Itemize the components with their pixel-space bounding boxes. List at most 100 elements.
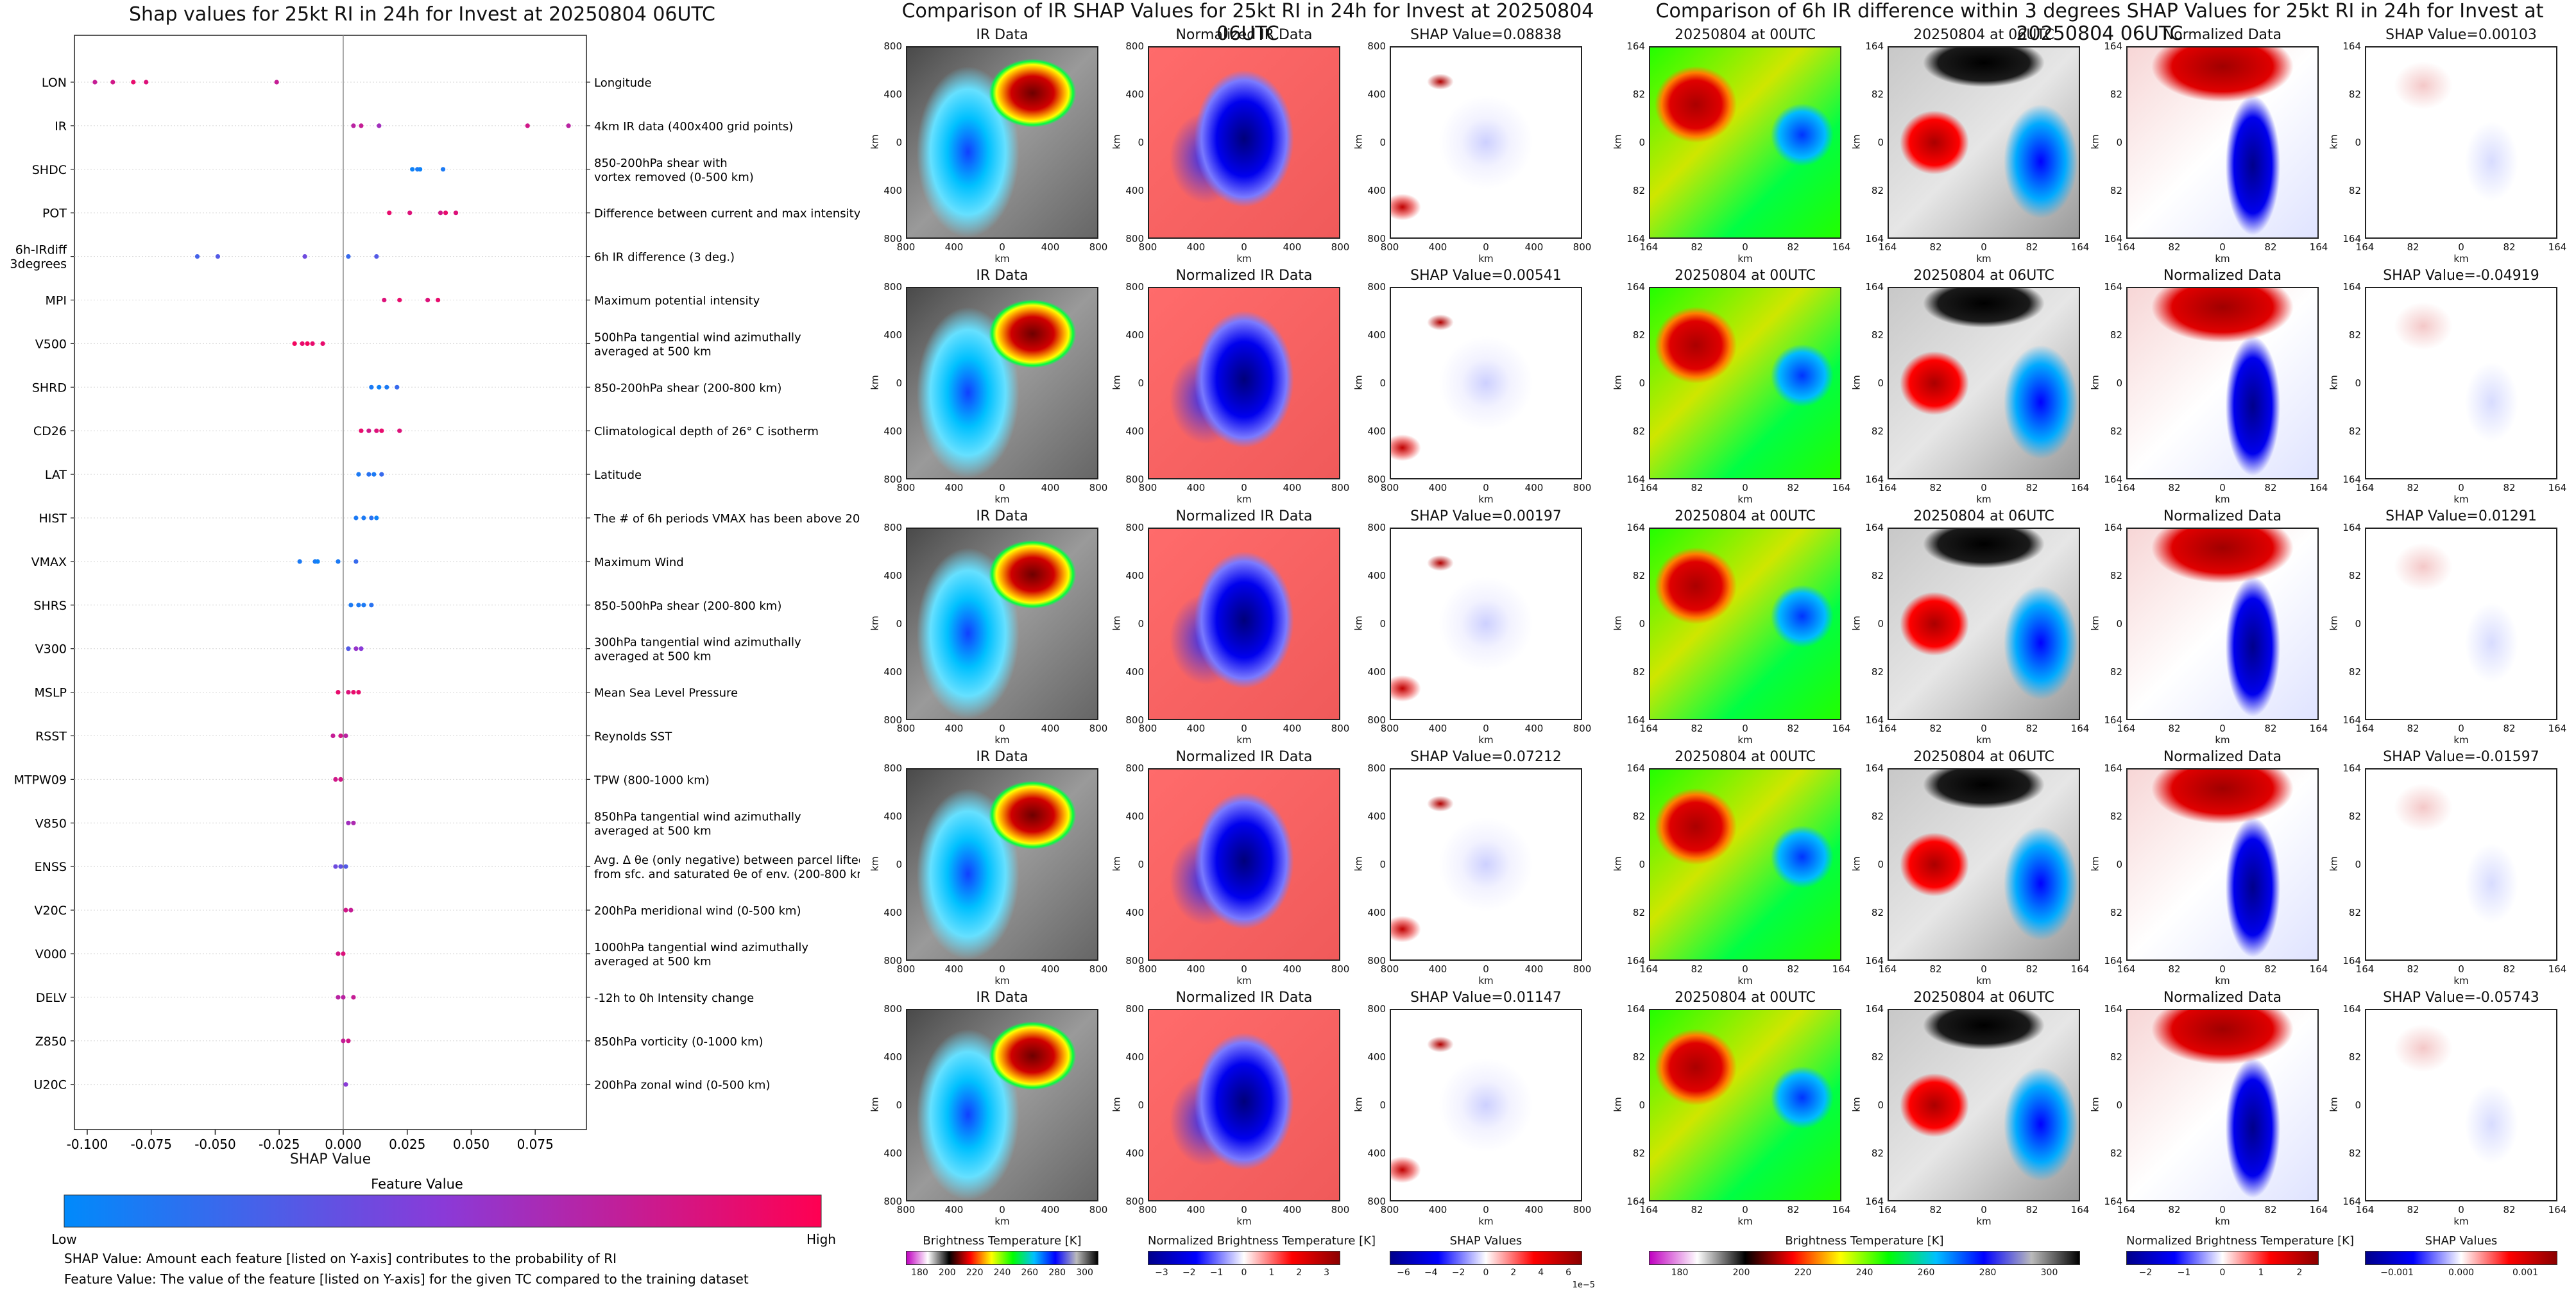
colorbar	[906, 1251, 1098, 1265]
x-tick-label: 164	[2309, 482, 2328, 494]
colorbar-tick: 200	[938, 1268, 956, 1278]
x-tick-label: 400	[1524, 241, 1544, 253]
y-tick-label: 400	[1367, 1051, 1386, 1063]
shap-point	[379, 428, 384, 433]
y-tick-label: 400	[1125, 426, 1144, 437]
y-tick-label: 400	[1125, 907, 1144, 918]
x-axis-label: km	[994, 253, 1010, 264]
x-tick-label: 164	[1832, 963, 1851, 975]
ir-figure-title: Comparison of IR SHAP Values for 25kt RI…	[901, 0, 1594, 45]
feature-name: V000	[35, 947, 67, 961]
colorbar	[1148, 1251, 1340, 1265]
feature-name: IR	[55, 119, 67, 133]
x-tick-label: 800	[896, 482, 916, 494]
shap-point	[336, 690, 341, 695]
y-tick-label: 800	[1125, 281, 1144, 293]
x-axis-label: km	[1737, 1216, 1753, 1227]
colorbar-tick: 0	[1483, 1268, 1489, 1278]
y-tick-label: 164	[1865, 474, 1884, 485]
x-tick-label: 400	[1524, 482, 1544, 494]
feature-description: 300hPa tangential wind azimuthally averag…	[594, 636, 801, 664]
shap-point	[292, 341, 297, 347]
x-tick-label: 0.000	[325, 1137, 361, 1152]
colorbar-tick: 1	[1268, 1268, 1275, 1278]
colorbar-tick: 2	[2296, 1268, 2303, 1278]
y-tick-label: 800	[1125, 762, 1144, 774]
y-tick-label: 0	[1138, 618, 1144, 630]
y-tick-label: 400	[883, 1148, 902, 1159]
x-tick-label: 82	[1929, 482, 1942, 494]
y-tick-label: 400	[1367, 811, 1386, 822]
feature-description: 500hPa tangential wind azimuthally averag…	[594, 331, 801, 358]
colorbar-tick: 200	[1732, 1268, 1750, 1278]
panel-title: Normalized IR Data	[1175, 508, 1313, 524]
shap-point	[384, 384, 389, 390]
feature-name: VMAX	[31, 555, 67, 569]
x-axis-label: km	[1737, 734, 1753, 746]
colorbar-tick: −0.001	[2380, 1268, 2414, 1278]
shap-point	[302, 254, 307, 259]
x-tick-label: 82	[2407, 963, 2419, 975]
y-tick-label: 82	[1632, 89, 1645, 100]
shap-point	[341, 951, 346, 956]
x-tick-label: 800	[1573, 1204, 1592, 1216]
shap-point	[305, 341, 310, 347]
x-tick-label: 400	[1283, 723, 1302, 734]
shap-point	[297, 559, 302, 564]
y-tick-label: 0	[1138, 137, 1144, 148]
feature-name: V850	[35, 816, 67, 830]
y-tick-label: 400	[1367, 907, 1386, 918]
shap-point	[382, 297, 387, 303]
x-tick-label: 164	[1878, 482, 1897, 494]
shap-point	[453, 211, 459, 216]
y-tick-label: 0	[2355, 618, 2361, 630]
shap-point	[338, 733, 343, 739]
x-tick-label: 0	[1981, 482, 1987, 494]
colorbar-tick: 260	[1021, 1268, 1039, 1278]
colorbar-tick: 220	[966, 1268, 984, 1278]
colorbar-tick: 300	[2040, 1268, 2058, 1278]
x-tick-label: 82	[2503, 1204, 2516, 1216]
image-panel	[2126, 287, 2319, 479]
image-panel	[1390, 528, 1582, 720]
x-tick-label: 400	[1186, 963, 1206, 975]
image-panel	[1148, 528, 1340, 720]
y-tick-label: 82	[1632, 329, 1645, 341]
image-panel	[2365, 287, 2557, 479]
y-tick-label: 800	[1367, 233, 1386, 245]
y-tick-label: 400	[883, 89, 902, 100]
shap-point	[351, 123, 356, 128]
x-tick-label: 0	[999, 963, 1005, 975]
y-tick-label: 0	[1138, 377, 1144, 389]
x-tick-label: 0	[1483, 241, 1489, 253]
x-tick-label: 800	[1089, 241, 1108, 253]
x-tick-label: 82	[2026, 723, 2038, 734]
shap-point	[425, 297, 431, 303]
y-tick-label: 400	[1367, 89, 1386, 100]
x-tick-label: 164	[1832, 241, 1851, 253]
y-tick-label: 800	[1125, 1003, 1144, 1015]
x-tick-label: 800	[1331, 723, 1350, 734]
panel-title: 20250804 at 00UTC	[1675, 990, 1816, 1006]
note-feature-value: Feature Value: The value of the feature …	[64, 1271, 749, 1287]
x-tick-label: 164	[2309, 723, 2328, 734]
x-axis-label: km	[994, 734, 1010, 746]
x-tick-label: 164	[1832, 1204, 1851, 1216]
y-tick-label: 400	[883, 185, 902, 196]
y-tick-label: 164	[1626, 522, 1645, 533]
image-panel	[2365, 528, 2557, 720]
x-tick-label: 0	[999, 482, 1005, 494]
y-tick-label: 82	[1632, 570, 1645, 581]
x-tick-label: 82	[2168, 963, 2181, 975]
x-tick-label: 82	[1929, 1204, 1942, 1216]
colorbar-tick: 3	[1324, 1268, 1330, 1278]
x-tick-label: 82	[2503, 482, 2516, 494]
x-tick-label: 800	[1331, 1204, 1350, 1216]
y-tick-label: 164	[1865, 233, 1884, 245]
y-tick-label: 400	[883, 426, 902, 437]
x-tick-label: 82	[2407, 482, 2419, 494]
y-tick-label: 164	[2104, 955, 2122, 967]
x-axis-label: km	[1976, 1216, 1992, 1227]
y-tick-label: 0	[896, 1099, 902, 1111]
y-tick-label: 82	[2110, 1051, 2122, 1063]
